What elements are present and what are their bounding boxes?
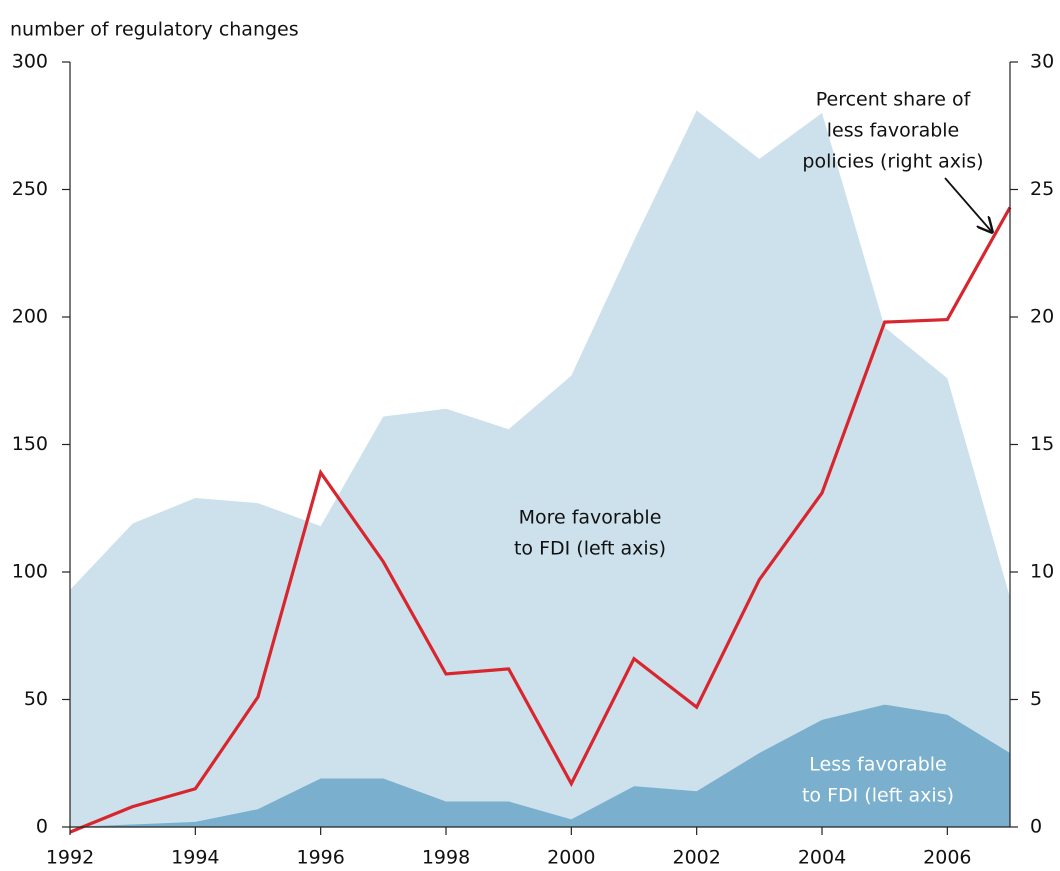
y2-tick-label: 10	[1030, 561, 1054, 583]
y-tick-label: 200	[12, 306, 48, 328]
annotation-arrow	[944, 177, 992, 232]
y-tick-label: 50	[24, 688, 48, 710]
area	[70, 110, 1010, 827]
x-tick-label: 2006	[923, 847, 971, 869]
y-tick-label: 150	[12, 433, 48, 455]
area	[70, 704, 1010, 827]
y2-tick-label: 15	[1030, 433, 1054, 455]
areas	[70, 110, 1010, 827]
y-tick-label: 300	[12, 51, 48, 73]
annotation: to FDI (left axis)	[514, 538, 666, 560]
annotation: Less favorable	[809, 754, 946, 776]
x-tick-label: 2004	[798, 847, 846, 869]
annotation: Percent share of	[816, 89, 972, 111]
y2-tick-label: 25	[1030, 178, 1054, 200]
x-tick-label: 1996	[296, 847, 344, 869]
y-tick-label: 250	[12, 178, 48, 200]
annotation: More favorable	[519, 507, 662, 529]
y2-tick-label: 20	[1030, 306, 1054, 328]
y2-tick-label: 30	[1030, 51, 1054, 73]
x-tick-label: 1998	[422, 847, 470, 869]
y-tick-label: 100	[12, 561, 48, 583]
y2-tick-label: 5	[1030, 688, 1042, 710]
y-axis-title: number of regulatory changes	[10, 19, 299, 41]
x-tick-label: 1994	[171, 847, 219, 869]
annotation: less favorable	[827, 120, 960, 142]
annotation: policies (right axis)	[802, 151, 983, 173]
annotation: to FDI (left axis)	[802, 785, 954, 807]
y-tick-label: 0	[36, 816, 48, 838]
x-tick-label: 2002	[672, 847, 720, 869]
line	[69, 206, 1012, 834]
x-tick-label: 1992	[46, 847, 94, 869]
y2-tick-label: 0	[1030, 816, 1042, 838]
x-tick-label: 2000	[547, 847, 595, 869]
